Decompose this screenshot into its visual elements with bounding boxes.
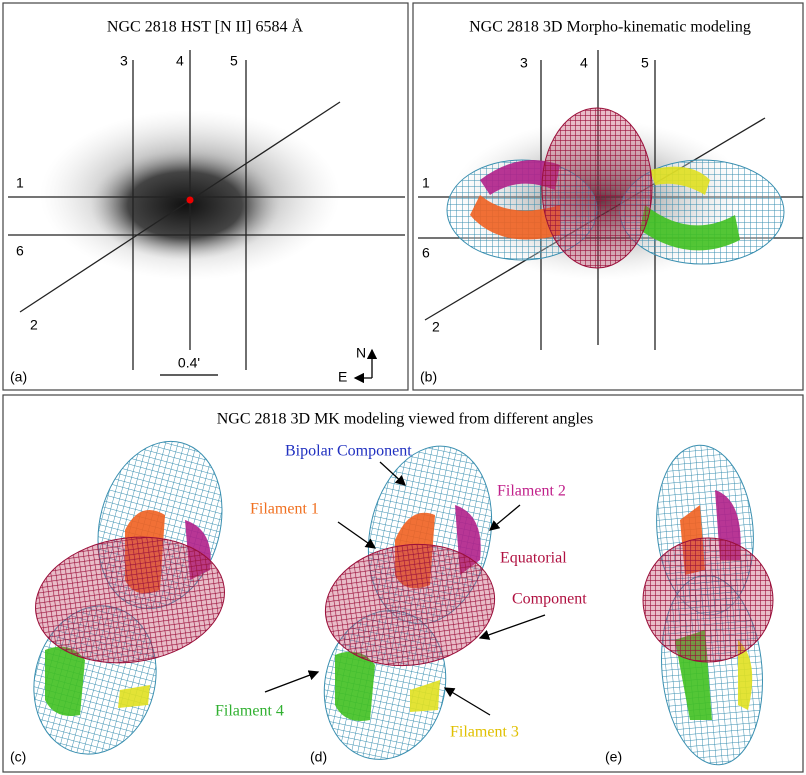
- annotation: Filament 2: [497, 483, 566, 500]
- slit-label: 6: [16, 243, 24, 259]
- slit-label: 4: [176, 53, 184, 69]
- slit-label: 2: [432, 319, 440, 335]
- panel-b: NGC 2818 3D Morpho-kinematic modeling 3 …: [413, 3, 803, 390]
- annotation: Filament 3: [450, 724, 519, 741]
- annotation: Filament 1: [250, 501, 319, 518]
- panel-label: (a): [10, 369, 27, 385]
- panel-title: NGC 2818 3D Morpho-kinematic modeling: [469, 19, 751, 36]
- panel-label: (d): [310, 749, 327, 765]
- panel-label: (b): [420, 369, 437, 385]
- figure: NGC 2818 HST [N II] 6584 Å 3 4 5 1 6 2 0…: [0, 0, 806, 775]
- slit-label: 4: [580, 55, 588, 71]
- panel-a: NGC 2818 HST [N II] 6584 Å 3 4 5 1 6 2 0…: [3, 3, 408, 390]
- annotation: Equatorial: [500, 550, 567, 567]
- annotation: Component: [512, 591, 587, 608]
- annotation: Filament 4: [215, 703, 284, 720]
- bottom-panel: NGC 2818 3D MK modeling viewed from diff…: [3, 395, 803, 772]
- slit-label: 5: [230, 53, 238, 69]
- scale-bar-label: 0.4': [178, 355, 200, 371]
- slit-label: 5: [641, 55, 649, 71]
- slit-label: 1: [422, 175, 430, 191]
- panel-label: (e): [605, 749, 622, 765]
- compass-east: E: [338, 369, 347, 385]
- compass-north: N: [356, 345, 366, 361]
- panel-title: NGC 2818 HST [N II] 6584 Å: [107, 18, 304, 36]
- slit-label: 2: [30, 317, 38, 333]
- slit-label: 3: [120, 53, 128, 69]
- annotation: Bipolar Component: [285, 443, 412, 460]
- slit-label: 6: [422, 245, 430, 261]
- slit-label: 3: [520, 55, 528, 71]
- panel-title: NGC 2818 3D MK modeling viewed from diff…: [217, 411, 594, 428]
- panel-label: (c): [10, 749, 26, 765]
- slit-label: 1: [16, 175, 24, 191]
